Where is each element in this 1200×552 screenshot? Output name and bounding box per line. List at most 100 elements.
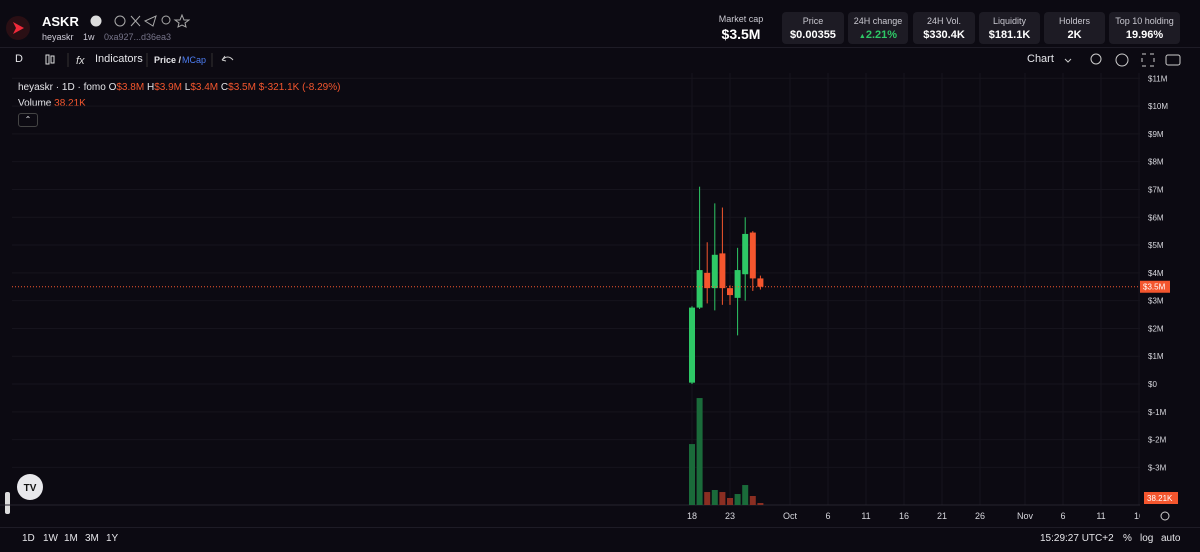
range-button[interactable]: 1W [43,533,58,544]
x-tick-label: 6 [1060,511,1065,521]
stat: Top 10 holding 19.96% [1109,12,1180,44]
y-tick-label: $3M [1148,297,1164,306]
h-value: $3.9M [154,82,182,93]
tv-logo-text: TV [24,483,37,494]
handle: heyaskr [42,32,74,42]
l-label: L [184,82,191,93]
tv-logo[interactable] [17,474,43,500]
telegram-icon[interactable] [143,15,157,27]
range-button[interactable]: 1M [64,533,78,544]
candle-body [727,288,733,296]
volume-bar [757,503,764,505]
auto-toggle[interactable]: auto [1161,533,1181,544]
mcap-toggle[interactable]: MCap [182,55,207,65]
x-tick-label: 11 [861,511,870,521]
toolbar-icons: fx [45,53,234,67]
fullscreen-icon[interactable] [1141,53,1155,67]
price-badge [1140,280,1170,293]
market-cap: Market cap $3.5M [705,14,777,42]
logo-icon [13,22,24,34]
zoom-icon[interactable] [1090,53,1102,65]
volume-label: Volume [18,98,52,109]
logo [6,16,30,40]
change: $-321.1K (-8.29%) [258,82,341,93]
price-axis-bg [1140,73,1180,527]
volume-bar [749,496,756,505]
candle-icon[interactable] [45,54,50,65]
stat-value: $3.5M [721,26,761,42]
candle-body [742,233,749,275]
star-icon[interactable] [173,14,190,28]
range-button[interactable]: 1D [22,533,35,544]
clock: 15:29:27 UTC+2 [1040,533,1114,544]
l-value: $3.4M [190,82,219,93]
y-tick-label: $9M [1148,130,1164,139]
stat: 24H change ▲2.21% [848,12,908,44]
x-tick-label: 26 [975,511,985,521]
stat-label: 24H Vol. [926,16,962,26]
y-tick-label: $5M [1148,241,1164,250]
scroll-handle[interactable] [5,492,10,514]
volume-bar [719,492,726,505]
up-arrow: ▲ [858,33,866,40]
o-label: O [108,82,117,93]
camera-icon[interactable] [1165,54,1181,66]
stat-value: 19.96% [1125,29,1164,41]
volume-bar [704,492,711,505]
x-tick-label: 6 [825,511,830,521]
candle-body [734,270,741,298]
chevron[interactable] [1064,58,1072,63]
stat: Liquidity $181.1K [979,12,1040,44]
x-tick-label: Nov [1017,511,1034,521]
interval[interactable]: D [15,53,23,65]
x-icon[interactable] [130,15,141,27]
stat: Holders 2K [1044,12,1105,44]
stat-label: Top 10 holding [1115,16,1174,26]
volume-value: 38.21K [54,98,86,109]
y-tick-label: $8M [1148,158,1164,167]
indicators[interactable]: Indicators [95,53,143,65]
fx-icon[interactable]: fx [76,55,85,67]
price-toggle[interactable]: Price / [154,55,182,65]
chart-menu[interactable]: Chart [1027,53,1054,65]
divider [0,527,1200,528]
x-tick-label: 16 [899,511,909,521]
y-tick-label: $1M [1148,352,1164,361]
settings-icon[interactable] [1115,53,1129,67]
volume-bar [727,497,733,505]
undo-icon[interactable] [221,55,234,62]
range-button[interactable]: 1Y [106,533,119,544]
stat-value-wrap: ▲2.21% [848,29,908,41]
candle-body [749,232,756,279]
volume-bar [734,494,741,505]
stat-value: $330.4K [923,29,965,41]
search-icon[interactable] [161,15,171,25]
x-tick-label: 18 [687,511,697,521]
badge [90,15,102,27]
log-toggle[interactable]: log [1140,533,1154,544]
stat: Price $0.00355 [782,12,844,44]
percent-toggle[interactable]: % [1123,533,1132,544]
legend-title: heyaskr · 1D · fomo [18,82,106,93]
address[interactable]: 0xa927...d36ea3 [104,32,172,42]
age: 1w [83,32,95,42]
candle-icon[interactable] [50,55,55,64]
volume-badge [1144,492,1178,504]
x-tick-label: 11 [1096,511,1105,521]
o-value: $3.8M [116,82,145,93]
y-tick-label: $6M [1148,213,1164,222]
y-tick-label: $2M [1148,324,1164,333]
candle-body [757,278,764,287]
candle-body [719,253,726,289]
axis-settings [1160,511,1170,521]
candle-body [704,272,711,289]
collapse-button[interactable]: ⌃ [18,113,38,127]
web-icon[interactable] [114,15,126,27]
h-label: H [146,82,155,93]
chart: TV 18 23 Oct 6 11 16 21 26 Nov 6 11 16 $11M $10M $9M $8… [0,73,1180,527]
header-icons[interactable] [74,14,190,28]
volume-bar [711,489,718,505]
range-button[interactable]: 3M [85,533,99,544]
volume-bar [689,444,695,505]
